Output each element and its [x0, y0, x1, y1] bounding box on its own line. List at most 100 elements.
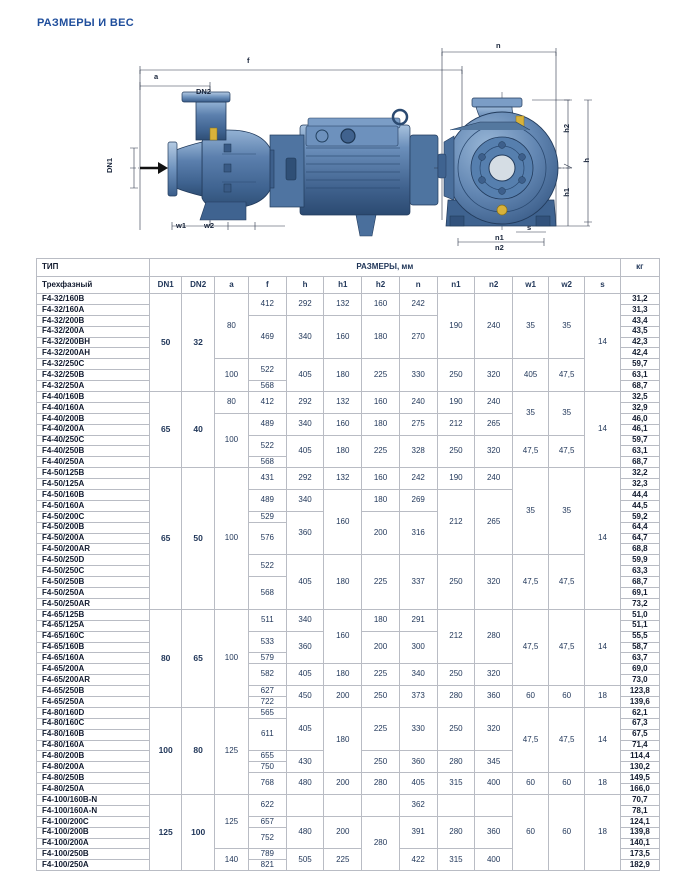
cell-a: 100	[213, 608, 249, 708]
cell-kg: 63,1	[619, 369, 661, 382]
cell-type: F4-32/250C	[36, 358, 150, 371]
cell-type: F4-65/160C	[36, 630, 150, 643]
cell-n: 391	[398, 815, 438, 850]
cell-h2: 225	[361, 554, 400, 610]
cell-w1: 35	[512, 391, 550, 436]
cell-type: F4-50/250A	[36, 587, 150, 599]
cell-h2: 250	[361, 685, 400, 708]
cell-type: F4-40/160A	[36, 401, 150, 414]
cell-h: 430	[285, 750, 325, 774]
table-row: F4-80/200B 655 430 250 360 280 345 114,4	[36, 750, 661, 774]
cell-w2: 35	[548, 391, 586, 436]
table-row: F4-50/200A 64,7	[36, 532, 661, 545]
table-row: F4-50/125B 65 50 100 431 292 132 160 242 190 240 35…	[36, 467, 661, 610]
cell-type: F4-100/200A	[36, 837, 150, 850]
cell-a: 125	[213, 706, 249, 795]
table-row: F4-100/160B-N 125 100 125 622 362 60 60 18 70,7	[36, 793, 661, 872]
table-row: F4-50/250AR 73,2	[36, 597, 661, 610]
cell-type: F4-40/160B	[36, 391, 150, 403]
cell-n2: 320	[474, 706, 514, 752]
cell-type: F4-32/200B	[36, 314, 150, 327]
cell-n: 275	[398, 412, 438, 436]
table-row: F4-65/200A 582 405 180 225 340 250 320 69,0	[36, 663, 661, 687]
cell-f: 533	[247, 630, 287, 654]
cell-type: F4-50/200A	[36, 532, 150, 545]
table-row: F4-80/250B 768 480 200 280 405 315 400 60 60 18 149…	[36, 772, 661, 795]
cell-a: 80	[213, 391, 249, 414]
cell-type: F4-32/160A	[36, 303, 150, 316]
cell-kg: 46,0	[619, 412, 661, 425]
cell-type: F4-65/125A	[36, 619, 150, 632]
cell-h: 340	[285, 608, 325, 632]
cell-n1: 280	[436, 750, 476, 774]
cell-f: 522	[247, 358, 287, 382]
cell-type: F4-50/250D	[36, 554, 150, 567]
cell-h2: 250	[361, 750, 400, 774]
cell-s: 18	[584, 685, 621, 708]
cell-kg: 114,4	[619, 750, 661, 763]
cell-type: F4-100/250A	[36, 859, 150, 872]
cell-kg: 67,3	[619, 717, 661, 730]
dim-label-n: n	[496, 41, 501, 50]
cell-f: 522	[247, 434, 287, 458]
header-col-n2: n2	[474, 276, 514, 294]
cell-h2: 160	[361, 293, 400, 316]
cell-n2: 320	[474, 663, 514, 687]
cell-kg: 68,7	[619, 576, 661, 589]
table-row: F4-80/160D 100 80 125 565 405 180 225 330 250 320 4…	[36, 706, 661, 795]
cell-n2: 360	[474, 815, 514, 850]
cell-h1	[323, 793, 363, 817]
cell-kg: 63,1	[619, 445, 661, 458]
cell-f: 657	[247, 815, 287, 828]
table-row: F4-50/200B 576 64,4	[36, 521, 661, 556]
cell-type: F4-50/250B	[36, 576, 150, 589]
cell-w1: 35	[512, 467, 550, 556]
cell-kg: 130,2	[619, 761, 661, 774]
table-row: F4-50/160B 489 340 160 180 269 212 265 44,4	[36, 489, 661, 556]
header-col-f: f	[247, 276, 287, 294]
cell-h: 360	[285, 630, 325, 665]
cell-kg: 71,4	[619, 739, 661, 752]
cell-s: 14	[584, 292, 621, 393]
cell-type: F4-50/160B	[36, 489, 150, 501]
table-row: F4-65/160A 579 63,7	[36, 652, 661, 665]
cell-h2: 160	[361, 391, 400, 414]
cell-type: F4-65/250A	[36, 695, 150, 708]
cell-n: 330	[398, 358, 438, 393]
cell-h1: 160	[323, 412, 363, 436]
cell-type: F4-80/250B	[36, 772, 150, 785]
cell-n: 340	[398, 663, 438, 687]
cell-f: 489	[247, 412, 287, 436]
cell-kg: 139,6	[619, 695, 661, 708]
cell-h: 480	[285, 815, 325, 850]
cell-h2: 225	[361, 706, 400, 752]
cell-n1: 280	[436, 685, 476, 708]
cell-n: 242	[398, 467, 438, 491]
cell-h2: 280	[361, 772, 400, 795]
cell-type: F4-65/125B	[36, 608, 150, 621]
table-row: F4-100/200C 657 480 200 280 391 280 360 124,1	[36, 815, 661, 872]
cell-kg: 59,2	[619, 510, 661, 523]
cell-h1: 180	[323, 434, 363, 469]
cell-kg: 68,8	[619, 543, 661, 556]
cell-f: 412	[247, 293, 287, 316]
table-row: F4-40/160B 65 40 80 412 292 132 160 240 190 240 35 3…	[36, 391, 661, 469]
cell-w2: 47,5	[548, 608, 586, 687]
dim-label-dn1: DN1	[105, 158, 114, 174]
cell-h2: 225	[361, 434, 400, 469]
cell-h: 360	[285, 510, 325, 556]
drawings-area: f a DN2 DN1 w1 w2	[0, 30, 696, 252]
cell-kg: 68,7	[619, 380, 661, 393]
cell-kg: 43,5	[619, 325, 661, 338]
header-type-sub: Трехфазный	[36, 276, 150, 294]
cell-n2: 265	[474, 489, 514, 556]
cell-w1: 47,5	[512, 608, 550, 687]
cell-kg: 64,4	[619, 521, 661, 534]
cell-kg: 42,3	[619, 336, 661, 349]
header-col-s: s	[584, 276, 621, 294]
cell-n: 270	[398, 314, 438, 360]
cell-n1: 280	[436, 815, 476, 850]
cell-f: 627	[247, 685, 287, 697]
cell-type: F4-32/250A	[36, 380, 150, 393]
cell-type: F4-100/160A-N	[36, 804, 150, 817]
